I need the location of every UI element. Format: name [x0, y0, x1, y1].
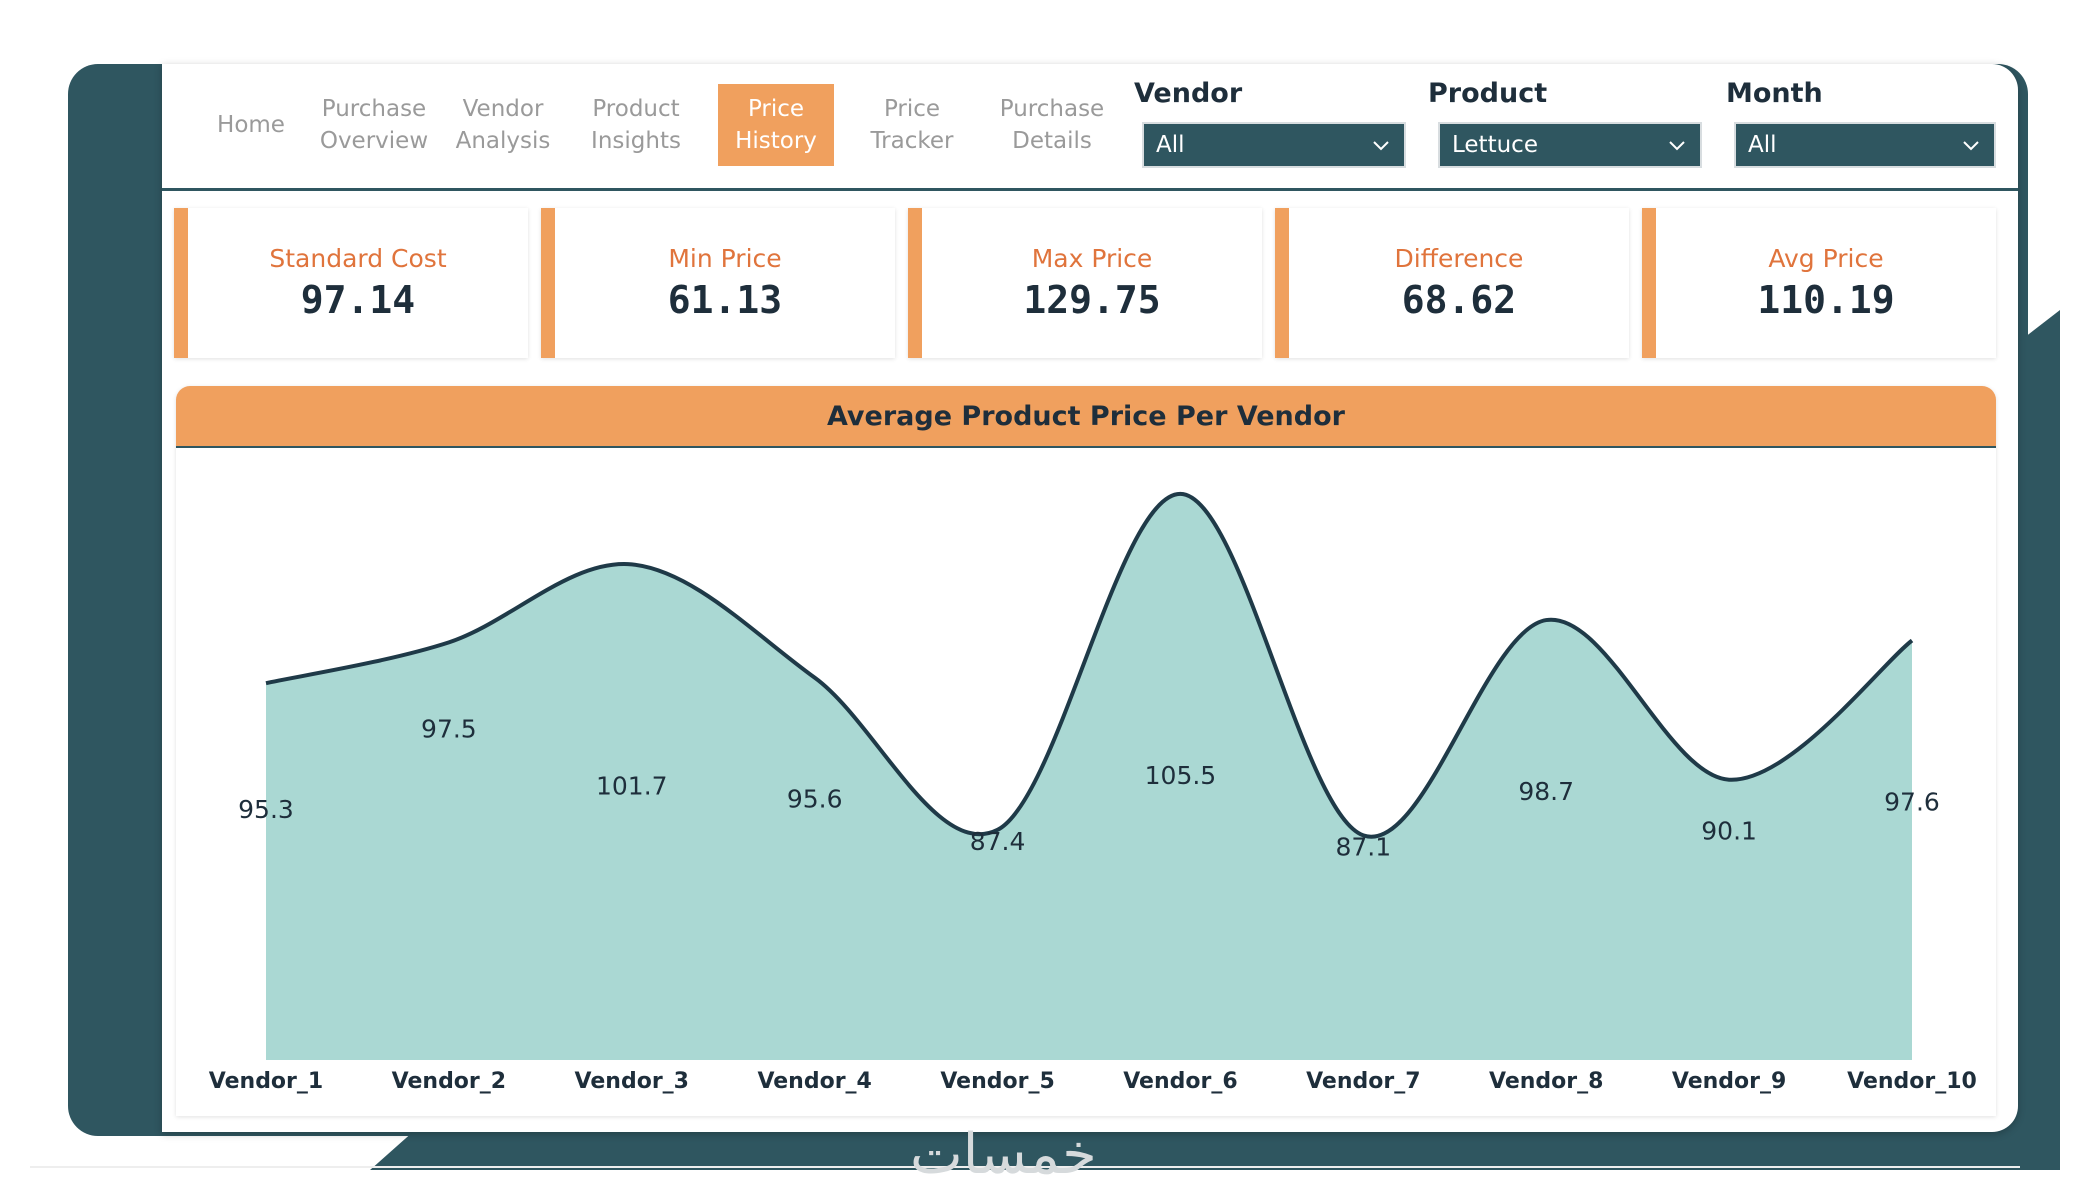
vendor-filter-label: Vendor: [1134, 78, 1243, 109]
kpi-title: Max Price: [1031, 244, 1153, 273]
watermark-logo: خمسات: [910, 1122, 1097, 1187]
month-filter-label: Month: [1726, 78, 1823, 109]
kpi-value: 110.19: [1757, 278, 1895, 322]
data-label: 87.1: [1335, 832, 1391, 861]
area-chart: 95.3 Vendor_1 97.5 Vendor_2 101.7 Vendor_3 95.…: [209, 491, 1977, 1094]
nav-price-history[interactable]: Price History: [718, 84, 834, 166]
product-filter-dropdown[interactable]: Lettuce: [1438, 122, 1702, 168]
data-label: 105.5: [1145, 761, 1217, 790]
navigation-bar: Home Purchase Overview Vendor Analysis P…: [162, 64, 2018, 190]
vendor-filter-dropdown[interactable]: All: [1142, 122, 1406, 168]
chevron-down-icon: [1963, 141, 1979, 151]
x-tick-label: Vendor_2: [392, 1069, 506, 1094]
kpi-max-price: Max Price 129.75: [908, 208, 1262, 358]
data-label: 98.7: [1518, 777, 1574, 806]
background-bottom-line: [30, 1166, 2020, 1168]
data-label: 90.1: [1701, 817, 1757, 846]
kpi-title: Difference: [1394, 244, 1524, 273]
kpi-min-price: Min Price 61.13: [541, 208, 895, 358]
x-tick-label: Vendor_7: [1306, 1069, 1420, 1094]
data-label: 95.3: [238, 795, 294, 824]
x-tick-label: Vendor_8: [1489, 1069, 1603, 1094]
data-label: 97.5: [421, 714, 477, 743]
x-tick-label: Vendor_3: [575, 1069, 689, 1094]
product-filter-value: Lettuce: [1452, 132, 1538, 158]
nav-product-insights[interactable]: Product Insights: [591, 96, 681, 154]
data-label: 101.7: [596, 771, 668, 800]
month-filter-value: All: [1748, 132, 1777, 158]
month-filter-dropdown[interactable]: All: [1734, 122, 1996, 168]
nav-purchase-details[interactable]: Purchase Details: [999, 96, 1105, 154]
x-tick-label: Vendor_1: [209, 1069, 323, 1094]
x-tick-label: Vendor_10: [1847, 1069, 1977, 1094]
nav-purchase-overview[interactable]: Purchase Overview: [319, 96, 429, 154]
kpi-value: 129.75: [1023, 278, 1161, 322]
product-filter-label: Product: [1428, 78, 1548, 109]
kpi-title: Avg Price: [1768, 244, 1884, 273]
nav-divider: [162, 188, 2018, 191]
kpi-difference: Difference 68.62: [1275, 208, 1629, 358]
nav-home[interactable]: Home: [217, 112, 285, 138]
series-line: [265, 491, 1914, 839]
x-tick-label: Vendor_4: [757, 1069, 871, 1094]
data-label: 97.6: [1884, 787, 1940, 816]
kpi-value: 97.14: [300, 278, 416, 322]
price-chart-panel: Average Product Price Per Vendor 95.3 Ven…: [176, 386, 1996, 1116]
kpi-avg-price: Avg Price 110.19: [1642, 208, 1996, 358]
nav-price-tracker[interactable]: Price Tracker: [870, 96, 954, 154]
kpi-title: Min Price: [668, 244, 782, 273]
kpi-value: 61.13: [667, 278, 783, 322]
kpi-title: Standard Cost: [269, 244, 447, 273]
x-tick-label: Vendor_9: [1672, 1069, 1786, 1094]
nav-vendor-analysis[interactable]: Vendor Analysis: [455, 96, 551, 154]
dashboard-card: Home Purchase Overview Vendor Analysis P…: [162, 64, 2018, 1132]
kpi-value: 68.62: [1401, 278, 1517, 322]
chevron-down-icon: [1373, 141, 1389, 151]
chart-header: Average Product Price Per Vendor: [176, 386, 1996, 448]
chevron-down-icon: [1669, 141, 1685, 151]
area-fill: [266, 493, 1912, 1061]
x-tick-label: Vendor_5: [940, 1069, 1054, 1094]
chart-title: Average Product Price Per Vendor: [827, 400, 1345, 432]
vendor-filter-value: All: [1156, 132, 1185, 158]
x-tick-label: Vendor_6: [1123, 1069, 1237, 1094]
kpi-standard-cost: Standard Cost 97.14: [174, 208, 528, 358]
data-label: 87.4: [970, 827, 1026, 856]
data-label: 95.6: [787, 785, 843, 814]
